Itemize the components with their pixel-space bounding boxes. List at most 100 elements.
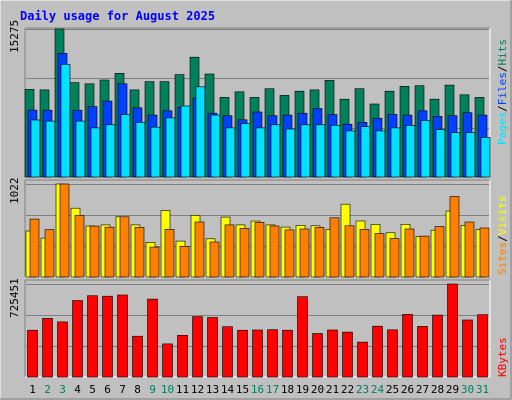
x-tick-label-day-23: 23 bbox=[356, 383, 369, 396]
y-tick-label-middle: 1022 bbox=[8, 178, 21, 205]
legend-entry: Files bbox=[496, 72, 509, 105]
x-tick-label-day-2: 2 bbox=[44, 383, 51, 396]
x-tick-label-day-1: 1 bbox=[29, 383, 36, 396]
x-tick-label-day-13: 13 bbox=[206, 383, 219, 396]
bar-sites-day-11 bbox=[179, 246, 190, 278]
legend-kbytes: KBytes bbox=[496, 337, 509, 377]
bar-kbytes-day-2 bbox=[42, 318, 53, 378]
bar-kbytes-day-11 bbox=[177, 334, 188, 378]
bar-sites-day-24 bbox=[374, 233, 385, 278]
bar-pages-day-15 bbox=[240, 123, 251, 178]
bar-kbytes-day-8 bbox=[132, 335, 143, 378]
x-tick-label-day-11: 11 bbox=[176, 383, 189, 396]
bar-sites-day-21 bbox=[329, 217, 340, 278]
bar-pages-day-14 bbox=[225, 127, 236, 178]
bar-pages-day-23 bbox=[360, 126, 371, 178]
x-tick-label-day-17: 17 bbox=[266, 383, 279, 396]
x-tick-label-day-27: 27 bbox=[416, 383, 429, 396]
bar-pages-day-5 bbox=[90, 127, 101, 178]
bar-kbytes-day-31 bbox=[477, 314, 488, 378]
bar-pages-day-12 bbox=[195, 86, 206, 178]
panel-pages-files-hits bbox=[24, 27, 491, 178]
x-tick-label-day-19: 19 bbox=[296, 383, 309, 396]
bar-pages-day-8 bbox=[135, 122, 146, 178]
bar-pages-day-13 bbox=[210, 114, 221, 178]
bar-sites-day-27 bbox=[419, 235, 430, 278]
legend-entry: Visits bbox=[496, 196, 509, 236]
bar-pages-day-25 bbox=[390, 127, 401, 178]
bar-kbytes-day-28 bbox=[432, 314, 443, 378]
bar-pages-day-22 bbox=[345, 130, 356, 178]
bar-sites-day-4 bbox=[74, 215, 85, 278]
bar-sites-day-8 bbox=[134, 227, 145, 278]
bar-kbytes-day-19 bbox=[297, 296, 308, 378]
chart-title: Daily usage for August 2025 bbox=[20, 9, 215, 23]
bar-sites-day-25 bbox=[389, 238, 400, 278]
bar-kbytes-day-7 bbox=[117, 294, 128, 378]
bar-pages-day-28 bbox=[435, 129, 446, 178]
bar-pages-day-2 bbox=[45, 120, 56, 178]
bar-sites-day-20 bbox=[314, 227, 325, 278]
bar-kbytes-day-5 bbox=[87, 295, 98, 378]
legend-entry: Hits bbox=[496, 39, 509, 66]
bar-pages-day-10 bbox=[165, 117, 176, 178]
bar-pages-day-20 bbox=[315, 124, 326, 178]
bar-sites-day-26 bbox=[404, 228, 415, 278]
x-tick-label-day-25: 25 bbox=[386, 383, 399, 396]
bar-kbytes-day-15 bbox=[237, 329, 248, 378]
bar-pages-day-31 bbox=[480, 137, 491, 178]
x-tick-label-day-8: 8 bbox=[134, 383, 141, 396]
bar-kbytes-day-27 bbox=[417, 326, 428, 378]
x-tick-label-day-21: 21 bbox=[326, 383, 339, 396]
bar-pages-day-1 bbox=[30, 119, 41, 178]
x-tick-label-day-30: 30 bbox=[461, 383, 474, 396]
bar-sites-day-29 bbox=[449, 196, 460, 278]
bar-kbytes-day-6 bbox=[102, 295, 113, 378]
bar-pages-day-6 bbox=[105, 124, 116, 178]
x-tick-label-day-4: 4 bbox=[74, 383, 81, 396]
bar-sites-day-22 bbox=[344, 225, 355, 278]
bar-sites-day-19 bbox=[299, 228, 310, 278]
x-tick-label-day-10: 10 bbox=[161, 383, 174, 396]
x-tick-label-day-12: 12 bbox=[191, 383, 204, 396]
bar-sites-day-9 bbox=[149, 246, 160, 278]
bar-pages-day-19 bbox=[300, 124, 311, 178]
x-axis-day-labels: 1 2 3 4 5 6 7 8 9 10 11 12 13 14 15 16 17 18 19 20 21 22 23 24 2… bbox=[29, 383, 489, 396]
bar-kbytes-day-26 bbox=[402, 314, 413, 378]
bar-kbytes-day-21 bbox=[327, 329, 338, 378]
bar-kbytes-day-22 bbox=[342, 331, 353, 378]
bar-sites-day-13 bbox=[209, 241, 220, 278]
bar-sites-day-14 bbox=[224, 224, 235, 278]
bar-pages-day-11 bbox=[180, 105, 191, 178]
bar-sites-day-10 bbox=[164, 229, 175, 278]
bar-kbytes-day-25 bbox=[387, 329, 398, 378]
bar-sites-day-28 bbox=[434, 226, 445, 278]
bar-kbytes-day-20 bbox=[312, 333, 323, 378]
bar-kbytes-day-3 bbox=[57, 321, 68, 378]
bar-pages-day-29 bbox=[450, 132, 461, 178]
bar-pages-day-26 bbox=[405, 125, 416, 178]
legend-entry: Pages bbox=[496, 112, 509, 145]
bar-kbytes-day-1 bbox=[27, 329, 38, 378]
x-tick-label-day-29: 29 bbox=[446, 383, 459, 396]
panel-sites-visits bbox=[24, 179, 491, 278]
legend-pages-files-hits: Pages/Files/Hits bbox=[496, 39, 509, 145]
bar-pages-day-9 bbox=[150, 126, 161, 178]
bar-sites-day-6 bbox=[104, 226, 115, 278]
x-tick-label-day-22: 22 bbox=[341, 383, 354, 396]
x-tick-label-day-18: 18 bbox=[281, 383, 294, 396]
x-tick-label-day-31: 31 bbox=[476, 383, 489, 396]
legend-entry: / bbox=[496, 66, 509, 73]
bar-sites-day-23 bbox=[359, 229, 370, 278]
bar-pages-day-27 bbox=[420, 120, 431, 178]
x-tick-label-day-15: 15 bbox=[236, 383, 249, 396]
x-tick-label-day-28: 28 bbox=[431, 383, 444, 396]
x-tick-label-day-14: 14 bbox=[221, 383, 235, 396]
bar-kbytes-day-24 bbox=[372, 325, 383, 378]
bar-kbytes-day-9 bbox=[147, 298, 158, 378]
legend-sites-visits: Sites/Visits bbox=[496, 196, 509, 276]
bar-sites-day-12 bbox=[194, 221, 205, 278]
x-tick-label-day-5: 5 bbox=[89, 383, 96, 396]
bar-sites-day-3 bbox=[59, 183, 70, 278]
bar-pages-day-30 bbox=[465, 132, 476, 178]
